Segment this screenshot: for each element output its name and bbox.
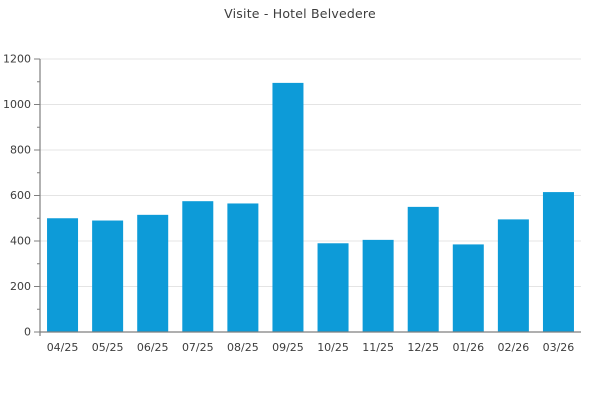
x-tick-label: 05/25	[92, 341, 124, 354]
x-tick-label: 01/26	[452, 341, 484, 354]
bar-12/25	[407, 206, 439, 332]
y-tick-label: 0	[24, 326, 31, 339]
x-tick-label: 04/25	[47, 341, 79, 354]
x-tick-label: 08/25	[227, 341, 259, 354]
y-tick-label: 1000	[3, 98, 31, 111]
bar-11/25	[362, 239, 394, 332]
bar-09/25	[272, 82, 304, 332]
bar-10/25	[317, 243, 349, 332]
bar-04/25	[47, 218, 79, 332]
x-tick-label: 11/25	[362, 341, 394, 354]
x-tick-label: 12/25	[407, 341, 439, 354]
bar-08/25	[227, 203, 259, 332]
y-tick-label: 400	[10, 235, 31, 248]
x-tick-label: 06/25	[137, 341, 169, 354]
y-tick-label: 600	[10, 189, 31, 202]
y-tick-label: 800	[10, 144, 31, 157]
bar-07/25	[182, 201, 214, 332]
x-tick-label: 02/26	[498, 341, 530, 354]
y-tick-label: 200	[10, 280, 31, 293]
bar-01/26	[452, 244, 484, 332]
chart-title: Visite - Hotel Belvedere	[224, 6, 376, 21]
y-tick-label: 1200	[3, 53, 31, 66]
bar-05/25	[92, 220, 124, 332]
x-tick-label: 03/26	[543, 341, 575, 354]
bar-06/25	[137, 214, 169, 332]
x-tick-label: 07/25	[182, 341, 214, 354]
bar-03/26	[542, 192, 574, 332]
bar-02/26	[497, 219, 529, 332]
x-tick-label: 09/25	[272, 341, 304, 354]
x-tick-label: 10/25	[317, 341, 349, 354]
